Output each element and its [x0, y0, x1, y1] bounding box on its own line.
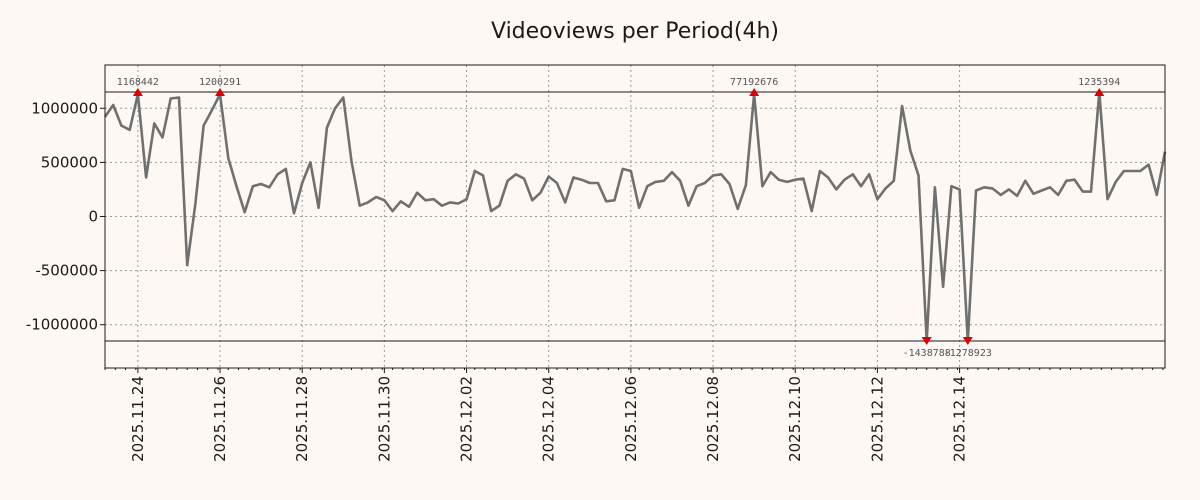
- x-tick-label: 2025.12.12: [868, 376, 886, 462]
- y-tick-label: 0: [88, 208, 98, 226]
- peak-marker: [132, 88, 143, 97]
- y-tick-label: 500000: [41, 153, 98, 171]
- x-tick-label: 2025.12.14: [951, 376, 969, 462]
- peak-label: 1168442: [117, 77, 159, 88]
- x-tick-label: 2025.12.04: [540, 376, 558, 462]
- x-tick-label: 2025.12.02: [458, 376, 476, 462]
- trough-marker: [962, 336, 973, 345]
- x-tick-label: 2025.11.26: [211, 376, 229, 462]
- trough-label: -1278923: [944, 348, 992, 359]
- trough-marker: [921, 336, 932, 345]
- x-tick-label: 2025.12.06: [622, 376, 640, 462]
- peak-marker: [749, 88, 760, 97]
- x-tick-label: 2025.11.30: [375, 376, 393, 462]
- peak-label: 77192676: [730, 77, 778, 88]
- y-tick-label: 1000000: [31, 99, 98, 117]
- y-tick-label: -1000000: [26, 316, 98, 334]
- peak-label: 1235394: [1078, 77, 1120, 88]
- chart-title: Videoviews per Period(4h): [491, 19, 779, 44]
- plot-frame: [104, 64, 1166, 369]
- x-tick-label: 2025.12.10: [786, 376, 804, 462]
- peak-marker: [1094, 88, 1105, 97]
- series-line-videoviews: [103, 90, 1167, 343]
- y-tick-label: -500000: [35, 262, 98, 280]
- trough-label: -1438788: [903, 348, 951, 359]
- peak-marker: [215, 88, 226, 97]
- x-tick-label: 2025.11.24: [129, 376, 147, 462]
- x-tick-label: 2025.11.28: [293, 376, 311, 462]
- peak-label: 1200291: [199, 77, 241, 88]
- x-tick-label: 2025.12.08: [704, 376, 722, 462]
